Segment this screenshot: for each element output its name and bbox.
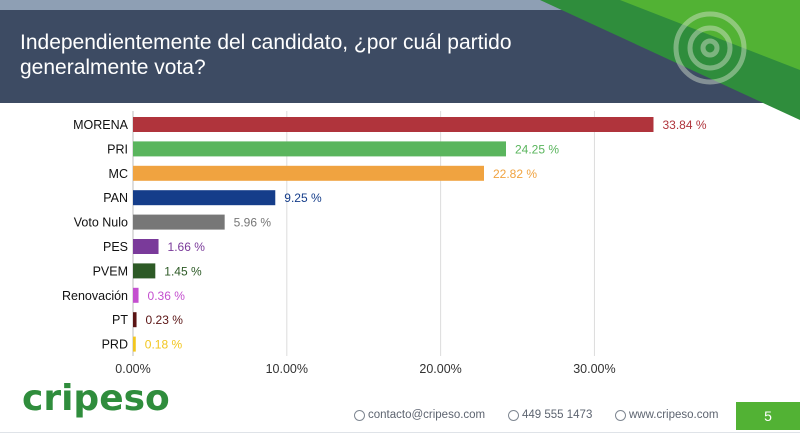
contact-website: www.cripeso.com <box>615 409 718 421</box>
cripeso-logo: cripeso <box>22 378 170 419</box>
bar <box>133 117 654 132</box>
chart-title: Independientemente del candidato, ¿por c… <box>20 30 580 80</box>
title-line-1: Independientemente del candidato, ¿por c… <box>20 31 512 54</box>
bar <box>133 336 136 352</box>
target-watermark-icon <box>673 11 747 85</box>
category-label: Renovación <box>62 289 128 303</box>
bar-chart: MORENA PRI MC PAN Voto Nulo PES PVEM Renovación… <box>62 111 707 376</box>
footer-divider <box>0 432 800 433</box>
category-label: PRI <box>107 142 128 156</box>
bar <box>133 190 276 206</box>
bar <box>133 214 225 230</box>
page-number: 5 <box>764 408 772 424</box>
bar <box>133 239 159 254</box>
value-label: 24.25 % <box>515 142 559 156</box>
bar <box>133 263 156 279</box>
bars <box>133 117 654 352</box>
value-label: 9.25 % <box>284 191 322 205</box>
x-tick-label: 0.00% <box>115 362 150 376</box>
category-labels: MORENA PRI MC PAN Voto Nulo PES PVEM Renovación… <box>62 118 129 352</box>
bar <box>133 287 139 303</box>
category-label: PT <box>112 313 128 327</box>
email-text: contacto@cripeso.com <box>368 409 486 421</box>
x-tick-label: 10.00% <box>266 362 308 376</box>
title-line-2: generalmente vota? <box>20 56 206 79</box>
value-label: 0.36 % <box>148 289 186 303</box>
email-icon <box>354 409 365 421</box>
website-text: www.cripeso.com <box>629 409 719 421</box>
banner-stripe <box>0 0 800 10</box>
category-label: MC <box>109 167 128 181</box>
value-label: 0.18 % <box>145 338 183 352</box>
category-label: PES <box>103 240 128 254</box>
value-label: 0.23 % <box>146 313 184 327</box>
value-label: 1.66 % <box>168 240 206 254</box>
value-label: 22.82 % <box>493 167 537 181</box>
value-label: 5.96 % <box>234 216 272 230</box>
bar <box>133 165 484 181</box>
corner-decoration <box>540 0 800 120</box>
corner-light-triangle <box>620 0 800 70</box>
category-label: MORENA <box>73 118 129 132</box>
bar <box>133 312 137 328</box>
x-tick-label: 30.00% <box>573 362 615 376</box>
value-labels: 33.84 % 24.25 % 22.82 % 9.25 % 5.96 % 1.66 % 1… <box>145 118 707 352</box>
value-label: 33.84 % <box>663 118 707 132</box>
phone-text: 449 555 1473 <box>522 409 593 421</box>
phone-icon <box>508 409 519 421</box>
category-label: PRD <box>102 338 128 352</box>
x-tick-label: 20.00% <box>419 362 461 376</box>
value-label: 1.45 % <box>164 264 202 278</box>
globe-icon <box>615 409 626 421</box>
category-label: PVEM <box>93 264 128 278</box>
category-label: PAN <box>103 191 128 205</box>
contact-email: contacto@cripeso.com <box>354 409 485 421</box>
x-tick-labels: 0.00% 10.00% 20.00% 30.00% <box>115 362 615 376</box>
page-number-badge: 5 <box>736 402 800 430</box>
contact-phone: 449 555 1473 <box>508 409 592 421</box>
category-label: Voto Nulo <box>74 216 128 230</box>
bar <box>133 141 506 157</box>
